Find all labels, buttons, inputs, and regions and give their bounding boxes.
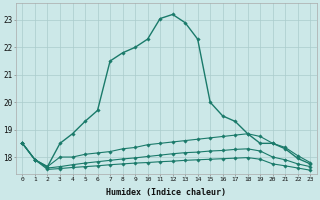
X-axis label: Humidex (Indice chaleur): Humidex (Indice chaleur): [106, 188, 226, 197]
